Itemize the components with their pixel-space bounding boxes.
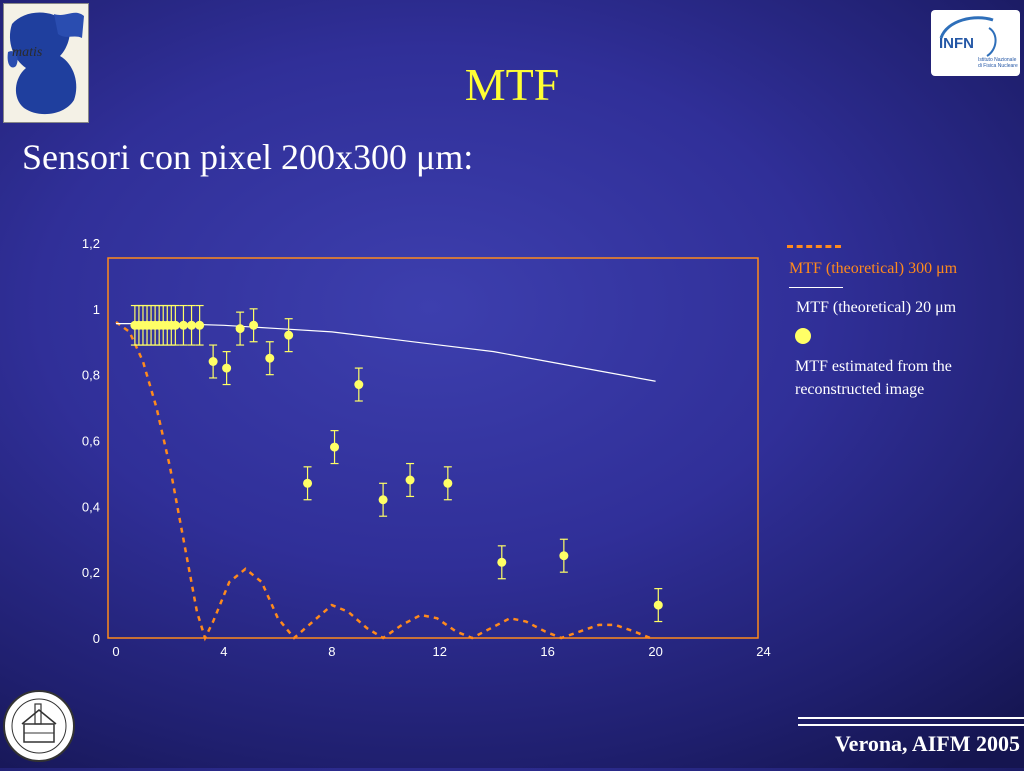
data-point bbox=[284, 330, 294, 340]
data-point bbox=[235, 324, 245, 334]
footer-divider bbox=[798, 717, 1024, 731]
infn-logo-sub2: di Fisica Nucleare bbox=[978, 63, 1018, 69]
data-point bbox=[405, 475, 415, 485]
data-point bbox=[354, 380, 364, 390]
x-tick-label: 0 bbox=[112, 644, 119, 659]
infn-logo-sub1: Istituto Nazionale bbox=[978, 57, 1017, 63]
data-point bbox=[195, 320, 205, 330]
legend-estimated: MTF estimated from the reconstructed ima… bbox=[795, 358, 952, 398]
y-tick-label: 1,2 bbox=[82, 236, 100, 251]
legend-swatch-solid bbox=[789, 287, 843, 288]
data-point bbox=[653, 600, 663, 610]
x-tick-label: 12 bbox=[433, 644, 447, 659]
x-tick-label: 8 bbox=[328, 644, 335, 659]
x-tick-label: 4 bbox=[220, 644, 227, 659]
svg-text:matis: matis bbox=[12, 45, 43, 60]
data-point bbox=[178, 320, 188, 330]
slide-title: MTF bbox=[464, 59, 560, 110]
data-point bbox=[330, 442, 340, 452]
y-tick-label: 0 bbox=[93, 631, 100, 646]
data-point bbox=[170, 320, 180, 330]
x-tick-label: 16 bbox=[540, 644, 554, 659]
data-point bbox=[378, 495, 388, 505]
verona-seal-logo bbox=[2, 686, 76, 766]
footer-text: Verona, AIFM 2005 bbox=[834, 731, 1020, 756]
data-point bbox=[222, 363, 232, 373]
y-tick-label: 0,4 bbox=[82, 499, 100, 514]
y-tick-label: 1 bbox=[93, 302, 100, 317]
infn-logo: INFN Istituto Nazionale di Fisica Nuclea… bbox=[931, 10, 1020, 76]
data-point bbox=[303, 478, 313, 488]
legend-swatch-dashed bbox=[787, 245, 841, 248]
data-point bbox=[559, 551, 569, 561]
legend-swatch-dot bbox=[795, 328, 811, 344]
x-tick-label: 20 bbox=[648, 644, 662, 659]
plot-frame bbox=[107, 257, 759, 639]
data-point bbox=[208, 357, 218, 366]
y-tick-label: 0,6 bbox=[82, 434, 100, 449]
data-point bbox=[265, 353, 275, 363]
slide-subtitle: Sensori con pixel 200x300 μm: bbox=[22, 137, 474, 177]
data-point bbox=[497, 557, 507, 567]
series-theoretical-20-line bbox=[116, 323, 656, 382]
y-tick-label: 0,8 bbox=[82, 368, 100, 383]
legend-theoretical-300: MTF (theoretical) 300 μm bbox=[789, 260, 958, 277]
y-tick-label: 0,2 bbox=[82, 565, 100, 580]
infn-logo-text: INFN bbox=[939, 35, 974, 52]
matisse-logo: matis bbox=[3, 3, 89, 123]
series-theoretical-300-line bbox=[115, 320, 651, 642]
x-tick-label: 24 bbox=[756, 644, 770, 659]
legend-theoretical-20: MTF (theoretical) 20 μm bbox=[796, 299, 957, 316]
data-point bbox=[249, 320, 259, 330]
data-point bbox=[187, 320, 197, 330]
data-point bbox=[443, 478, 453, 488]
